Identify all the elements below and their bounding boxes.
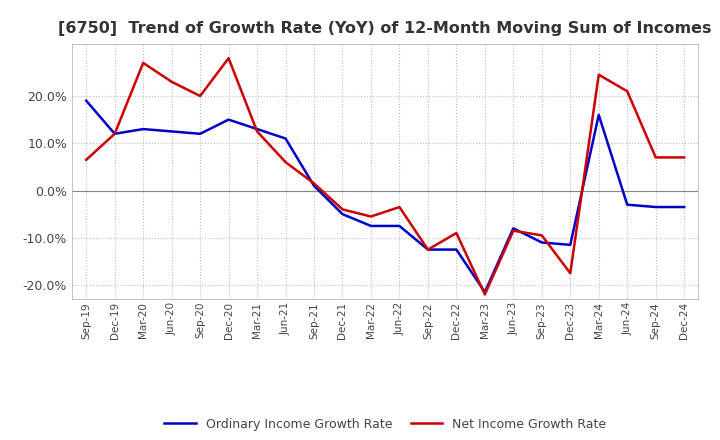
Ordinary Income Growth Rate: [338, 212, 347, 217]
Ordinary Income Growth Rate: [225, 117, 233, 122]
Ordinary Income Growth Rate: [652, 205, 660, 210]
Net Income Growth Rate: [139, 60, 148, 66]
Net Income Growth Rate: [110, 131, 119, 136]
Ordinary Income Growth Rate: [423, 247, 432, 252]
Net Income Growth Rate: [282, 160, 290, 165]
Net Income Growth Rate: [595, 72, 603, 77]
Ordinary Income Growth Rate: [537, 240, 546, 245]
Net Income Growth Rate: [423, 247, 432, 252]
Net Income Growth Rate: [366, 214, 375, 219]
Net Income Growth Rate: [225, 55, 233, 61]
Ordinary Income Growth Rate: [623, 202, 631, 207]
Net Income Growth Rate: [452, 231, 461, 236]
Legend: Ordinary Income Growth Rate, Net Income Growth Rate: Ordinary Income Growth Rate, Net Income …: [159, 413, 611, 436]
Net Income Growth Rate: [537, 233, 546, 238]
Ordinary Income Growth Rate: [509, 226, 518, 231]
Net Income Growth Rate: [566, 271, 575, 276]
Net Income Growth Rate: [623, 88, 631, 94]
Net Income Growth Rate: [310, 181, 318, 186]
Ordinary Income Growth Rate: [452, 247, 461, 252]
Net Income Growth Rate: [652, 155, 660, 160]
Net Income Growth Rate: [82, 157, 91, 162]
Ordinary Income Growth Rate: [110, 131, 119, 136]
Ordinary Income Growth Rate: [139, 126, 148, 132]
Ordinary Income Growth Rate: [395, 224, 404, 229]
Ordinary Income Growth Rate: [566, 242, 575, 247]
Ordinary Income Growth Rate: [282, 136, 290, 141]
Line: Net Income Growth Rate: Net Income Growth Rate: [86, 58, 684, 294]
Ordinary Income Growth Rate: [680, 205, 688, 210]
Ordinary Income Growth Rate: [253, 126, 261, 132]
Line: Ordinary Income Growth Rate: Ordinary Income Growth Rate: [86, 101, 684, 292]
Ordinary Income Growth Rate: [310, 183, 318, 188]
Title: [6750]  Trend of Growth Rate (YoY) of 12-Month Moving Sum of Incomes: [6750] Trend of Growth Rate (YoY) of 12-…: [58, 21, 712, 36]
Ordinary Income Growth Rate: [480, 290, 489, 295]
Net Income Growth Rate: [395, 205, 404, 210]
Ordinary Income Growth Rate: [595, 112, 603, 117]
Net Income Growth Rate: [480, 292, 489, 297]
Net Income Growth Rate: [338, 207, 347, 212]
Net Income Growth Rate: [680, 155, 688, 160]
Net Income Growth Rate: [253, 129, 261, 134]
Net Income Growth Rate: [196, 93, 204, 99]
Ordinary Income Growth Rate: [82, 98, 91, 103]
Ordinary Income Growth Rate: [167, 129, 176, 134]
Net Income Growth Rate: [509, 228, 518, 233]
Ordinary Income Growth Rate: [196, 131, 204, 136]
Ordinary Income Growth Rate: [366, 224, 375, 229]
Net Income Growth Rate: [167, 79, 176, 84]
